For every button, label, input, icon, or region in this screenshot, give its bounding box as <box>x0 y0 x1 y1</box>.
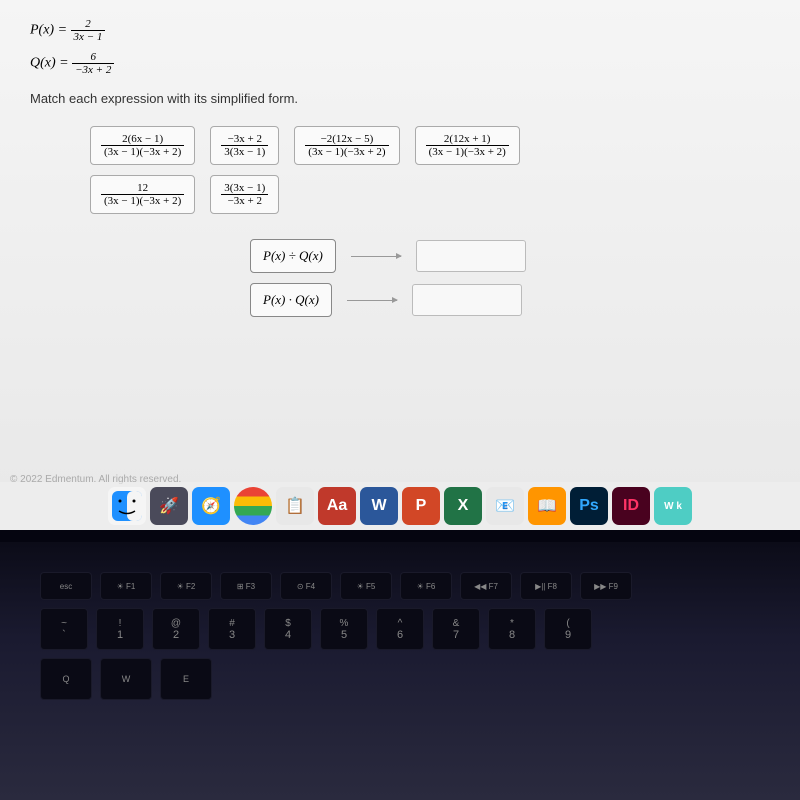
answer-option[interactable]: −2(12x − 5)(3x − 1)(−3x + 2) <box>294 126 399 165</box>
keyboard: esc ☀ F1 ☀ F2 ⊞ F3 ⊙ F4 ☀ F5 ☀ F6 ◀◀ F7 ▶|| F8 ▶▶… <box>0 542 800 730</box>
function-Q: Q(x) = 6−3x + 2 <box>30 51 770 76</box>
hinge <box>0 530 800 542</box>
answer-row: P(x) ÷ Q(x) <box>250 239 770 273</box>
keyboard-key: &7 <box>432 608 480 650</box>
dock-app-icon[interactable]: W <box>360 487 398 525</box>
keyboard-key: W <box>100 658 152 700</box>
keyboard-key: ☀ F5 <box>340 572 392 600</box>
expression-label[interactable]: P(x) · Q(x) <box>250 283 332 317</box>
keyboard-key: (9 <box>544 608 592 650</box>
answer-option[interactable]: 12(3x − 1)(−3x + 2) <box>90 175 195 214</box>
dock-app-icon[interactable]: W k <box>654 487 692 525</box>
number-key-row: ~`!1@2#3$4%5^6&7*8(9 <box>40 608 760 650</box>
keyboard-key: ~` <box>40 608 88 650</box>
options-row-2: 12(3x − 1)(−3x + 2) 3(3x − 1)−3x + 2 <box>90 175 770 214</box>
keyboard-key: *8 <box>488 608 536 650</box>
expression-label[interactable]: P(x) ÷ Q(x) <box>250 239 336 273</box>
answer-option[interactable]: 2(12x + 1)(3x − 1)(−3x + 2) <box>415 126 520 165</box>
keyboard-key: ⊞ F3 <box>220 572 272 600</box>
answer-option[interactable]: −3x + 23(3x − 1) <box>210 126 279 165</box>
answer-area: P(x) ÷ Q(x) P(x) · Q(x) <box>250 239 770 317</box>
keyboard-key: ▶|| F8 <box>520 572 572 600</box>
dock-app-icon[interactable] <box>108 487 146 525</box>
instruction-text: Match each expression with its simplifie… <box>30 91 770 106</box>
dock-app-icon[interactable]: Ps <box>570 487 608 525</box>
arrow-icon <box>347 300 397 301</box>
keyboard-key: esc <box>40 572 92 600</box>
keyboard-key: @2 <box>152 608 200 650</box>
dock-app-icon[interactable]: 🧭 <box>192 487 230 525</box>
keyboard-key: ☀ F6 <box>400 572 452 600</box>
keyboard-key: #3 <box>208 608 256 650</box>
laptop-body: esc ☀ F1 ☀ F2 ⊞ F3 ⊙ F4 ☀ F5 ☀ F6 ◀◀ F7 ▶|| F8 ▶▶… <box>0 530 800 800</box>
macos-dock: 🚀🧭 📋AaWPX📧📖PsIDW k <box>0 482 800 530</box>
function-key-row: esc ☀ F1 ☀ F2 ⊞ F3 ⊙ F4 ☀ F5 ☀ F6 ◀◀ F7 ▶|| F8 ▶▶… <box>40 572 760 600</box>
P-label: P(x) = <box>30 23 67 38</box>
keyboard-key: Q <box>40 658 92 700</box>
dock-app-icon[interactable]: ID <box>612 487 650 525</box>
dock-app-icon[interactable]: 📖 <box>528 487 566 525</box>
keyboard-key: ☀ F2 <box>160 572 212 600</box>
drop-target[interactable] <box>412 284 522 316</box>
dock-app-icon[interactable]: P <box>402 487 440 525</box>
answer-row: P(x) · Q(x) <box>250 283 770 317</box>
letter-key-row: QWE <box>40 658 760 700</box>
dock-app-icon[interactable]: 📧 <box>486 487 524 525</box>
keyboard-key: !1 <box>96 608 144 650</box>
keyboard-key: %5 <box>320 608 368 650</box>
drop-target[interactable] <box>416 240 526 272</box>
dock-app-icon[interactable]: 📋 <box>276 487 314 525</box>
function-P: P(x) = 23x − 1 <box>30 18 770 43</box>
Q-label: Q(x) = <box>30 56 69 71</box>
dock-app-icon[interactable]: 🚀 <box>150 487 188 525</box>
keyboard-key: ◀◀ F7 <box>460 572 512 600</box>
keyboard-key: $4 <box>264 608 312 650</box>
answer-option[interactable]: 2(6x − 1)(3x − 1)(−3x + 2) <box>90 126 195 165</box>
keyboard-key: ^6 <box>376 608 424 650</box>
keyboard-key: ▶▶ F9 <box>580 572 632 600</box>
answer-option[interactable]: 3(3x − 1)−3x + 2 <box>210 175 279 214</box>
screen-content: P(x) = 23x − 1 Q(x) = 6−3x + 2 Match eac… <box>0 0 800 530</box>
dock-app-icon[interactable]: Aa <box>318 487 356 525</box>
dock-app-icon[interactable] <box>234 487 272 525</box>
options-row-1: 2(6x − 1)(3x − 1)(−3x + 2) −3x + 23(3x − … <box>90 126 770 165</box>
keyboard-key: E <box>160 658 212 700</box>
dock-app-icon[interactable]: X <box>444 487 482 525</box>
arrow-icon <box>351 256 401 257</box>
keyboard-key: ⊙ F4 <box>280 572 332 600</box>
keyboard-key: ☀ F1 <box>100 572 152 600</box>
